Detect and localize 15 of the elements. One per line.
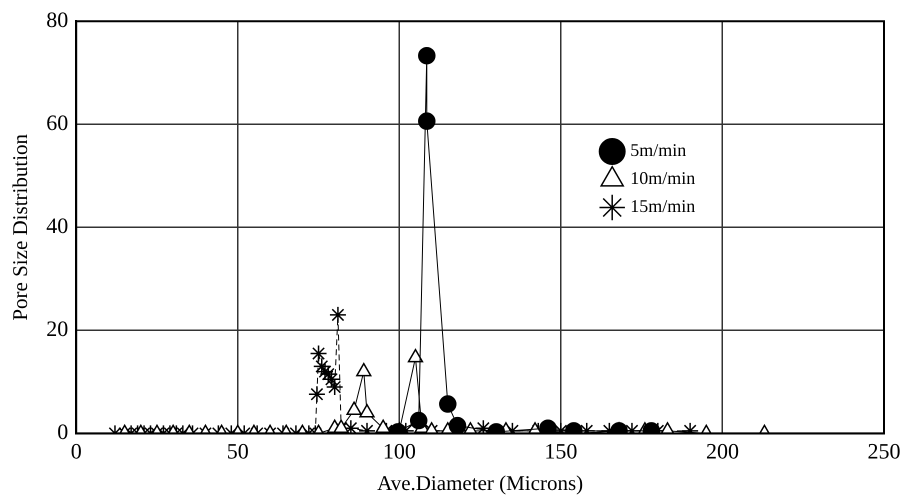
x-tick-label: 250	[868, 438, 900, 464]
y-tick-label: 20	[46, 316, 68, 342]
x-tick-label: 100	[382, 438, 416, 464]
legend-label: 10m/min	[630, 168, 696, 188]
y-tick-label: 80	[46, 6, 68, 32]
x-axis-title: Ave.Diameter (Microns)	[377, 470, 584, 495]
legend-label: 5m/min	[630, 140, 686, 160]
x-tick-label: 50	[226, 438, 249, 464]
legend-label: 15m/min	[630, 196, 696, 216]
y-tick-label: 40	[46, 213, 68, 238]
y-axis-title: Pore Size Distribution	[8, 133, 32, 321]
x-tick-label: 200	[706, 438, 739, 464]
y-tick-label: 60	[46, 110, 68, 136]
x-tick-label: 150	[544, 438, 578, 464]
y-tick-label: 0	[57, 419, 68, 444]
